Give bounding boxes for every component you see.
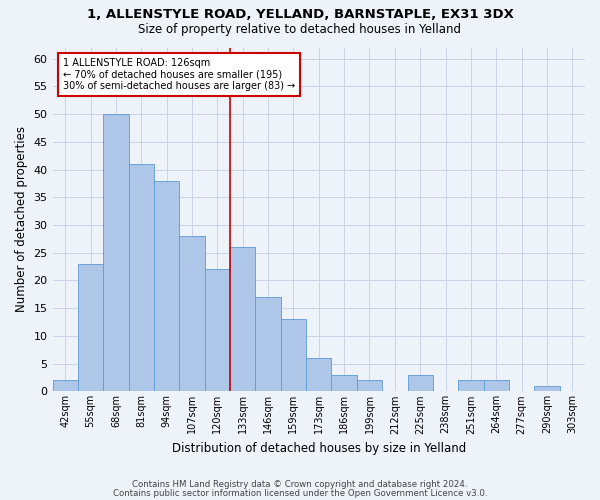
Bar (205, 270, 230, 392)
Bar (306, 358, 331, 392)
Bar (484, 380, 509, 392)
Bar (458, 380, 484, 392)
Bar (78, 264, 103, 392)
Bar (128, 164, 154, 392)
Bar (154, 180, 179, 392)
Bar (407, 374, 433, 392)
Bar (331, 374, 357, 392)
Bar (357, 380, 382, 392)
X-axis label: Distribution of detached houses by size in Yelland: Distribution of detached houses by size … (172, 442, 466, 455)
Text: Contains HM Land Registry data © Crown copyright and database right 2024.: Contains HM Land Registry data © Crown c… (132, 480, 468, 489)
Bar (179, 236, 205, 392)
Y-axis label: Number of detached properties: Number of detached properties (15, 126, 28, 312)
Text: Contains public sector information licensed under the Open Government Licence v3: Contains public sector information licen… (113, 488, 487, 498)
Bar (53, 380, 78, 392)
Bar (534, 386, 560, 392)
Bar (103, 114, 128, 392)
Text: Size of property relative to detached houses in Yelland: Size of property relative to detached ho… (139, 22, 461, 36)
Bar (230, 247, 256, 392)
Text: 1, ALLENSTYLE ROAD, YELLAND, BARNSTAPLE, EX31 3DX: 1, ALLENSTYLE ROAD, YELLAND, BARNSTAPLE,… (86, 8, 514, 20)
Bar (281, 320, 306, 392)
Text: 1 ALLENSTYLE ROAD: 126sqm
← 70% of detached houses are smaller (195)
30% of semi: 1 ALLENSTYLE ROAD: 126sqm ← 70% of detac… (63, 58, 295, 91)
Bar (256, 297, 281, 392)
